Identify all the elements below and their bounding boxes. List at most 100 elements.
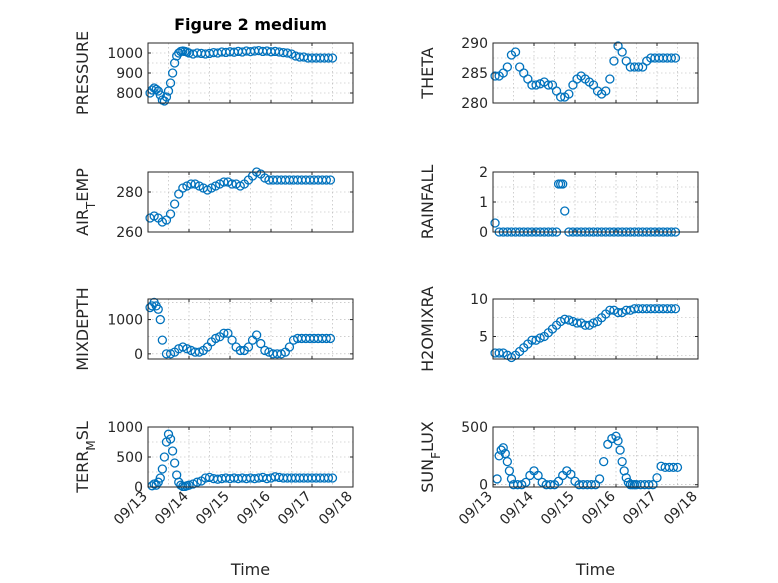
data-point [521, 477, 531, 488]
x-tick-label: 09/15 [538, 489, 578, 529]
y-tick-label: 1000 [107, 313, 143, 329]
data-point [633, 62, 644, 72]
data-point [605, 305, 615, 315]
data-point [210, 333, 221, 344]
y-tick-label: 5 [479, 330, 488, 346]
data-point [169, 458, 180, 468]
figure-title: Figure 2 medium [174, 15, 327, 34]
x-tick-label: 09/13 [111, 489, 151, 529]
y-axis-label: THETA [418, 47, 437, 99]
data-point [167, 68, 178, 78]
data-point [155, 314, 165, 325]
y-tick-label: 800 [116, 86, 143, 102]
axes-frame [492, 298, 699, 360]
subplot-rainfall: 0 1 2 RAINFALL [418, 165, 699, 241]
y-tick-label: 0 [134, 480, 143, 496]
data-point [157, 335, 168, 345]
data-point [167, 446, 178, 456]
y-tick-label: 285 [461, 66, 488, 82]
y-tick-label: 1000 [107, 46, 143, 62]
y-axis-label: RAINFALL [418, 165, 437, 240]
y-axis-label: H2OMIXRA [418, 286, 437, 372]
subplot-air-temp: 260 280 AIRTEMP [73, 167, 354, 241]
data-point [223, 328, 233, 338]
data-point [155, 473, 165, 483]
x-tick-label: 09/16 [234, 488, 274, 528]
data-point [282, 48, 293, 58]
data-point [323, 53, 334, 63]
data-point [543, 80, 553, 90]
data-point [527, 335, 537, 345]
data-point [510, 47, 521, 57]
series-points [145, 167, 336, 227]
data-point [184, 480, 194, 490]
y-axis-label: PRESSURE [73, 31, 92, 115]
series-points [490, 304, 681, 363]
x-tick-label: 09/16 [579, 488, 619, 528]
data-point [666, 304, 676, 314]
data-point [670, 304, 681, 314]
data-point [566, 469, 576, 479]
data-point [502, 62, 513, 72]
subplot-theta: 280 285 290 THETA [418, 36, 699, 112]
data-point [670, 53, 681, 63]
x-tick-label: 09/17 [620, 489, 660, 529]
data-point [163, 429, 174, 439]
data-point [490, 218, 500, 228]
y-axis-label: SUNFLUX [418, 421, 443, 493]
data-point [613, 307, 623, 318]
data-point [182, 344, 192, 354]
data-point [251, 330, 262, 340]
data-point [219, 177, 229, 187]
subplot-pressure: 800 900 1000 PRESSURE Figure 2 medium [73, 15, 354, 115]
series-points [147, 429, 338, 492]
data-point [621, 473, 631, 483]
y-axis-label: AIRTEMP [73, 168, 98, 236]
data-point [615, 445, 625, 455]
data-point [613, 436, 623, 446]
data-point [165, 349, 176, 359]
x-axis-label: Time [575, 560, 615, 579]
y-tick-label: 500 [116, 450, 143, 466]
x-tick-label: 09/14 [497, 488, 537, 528]
y-tick-label: 1 [479, 195, 488, 211]
data-point [564, 315, 574, 325]
data-point [611, 431, 621, 441]
subplot-sun-flux: 0 500 09/13 09/14 09/15 09/16 09/17 09/18 SUNFLU… [418, 420, 701, 579]
axes-frame [147, 426, 354, 488]
data-point [586, 480, 597, 490]
y-tick-label: 2 [479, 165, 488, 181]
axes-frame [492, 42, 699, 104]
x-tick-label: 09/18 [316, 489, 356, 529]
data-point [535, 333, 545, 343]
subplot-h2omixra: 5 10 H2OMIXRA [418, 286, 699, 372]
data-point [605, 74, 615, 84]
data-point [321, 333, 332, 344]
axes-background [492, 171, 699, 233]
y-tick-label: 0 [479, 478, 488, 494]
y-tick-label: 500 [461, 420, 488, 436]
y-tick-label: 0 [134, 347, 143, 363]
y-tick-label: 900 [116, 66, 143, 82]
data-point [157, 464, 168, 474]
data-point [323, 473, 334, 483]
data-point [327, 53, 338, 63]
data-point [194, 347, 204, 357]
data-point [235, 345, 245, 356]
x-tick-label: 09/18 [661, 489, 701, 529]
subplot-mixdepth: 0 1000 MIXDEPTH [73, 287, 354, 371]
subplot-terr-msl: 0 500 1000 09/13 09/14 09/15 09/16 09/17 09/18 TE… [73, 420, 356, 579]
x-tick-label: 09/14 [152, 488, 192, 528]
data-point [325, 333, 336, 344]
data-point [219, 328, 229, 338]
data-point [494, 348, 504, 358]
data-point [545, 480, 556, 490]
data-point [490, 71, 500, 81]
data-point [512, 480, 523, 490]
data-point [498, 443, 508, 453]
data-point [644, 480, 654, 490]
data-point [192, 477, 202, 487]
data-point [558, 179, 568, 189]
y-axis-label: TERRMSL [73, 421, 98, 494]
data-point [260, 345, 270, 356]
